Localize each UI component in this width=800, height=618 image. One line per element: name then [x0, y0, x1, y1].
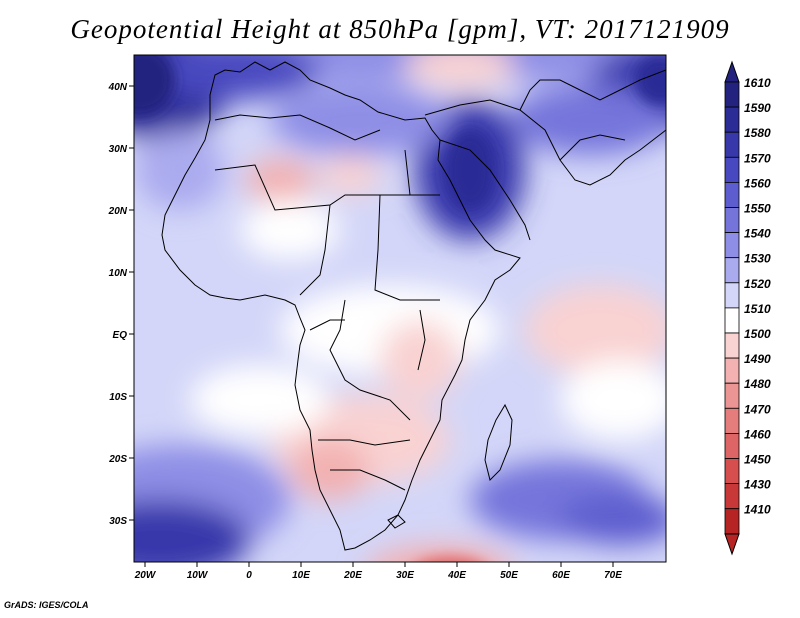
- lon-tick-label: 0: [246, 570, 252, 581]
- lon-tick-label: 10W: [187, 570, 209, 581]
- colorbar-label: 1510: [744, 302, 771, 316]
- colorbar-cell: [724, 257, 740, 284]
- lon-tick-label: 50E: [500, 570, 518, 581]
- colorbar-cell: [724, 81, 740, 108]
- colorbar-label: 1430: [744, 478, 771, 492]
- colorbar-cell: [724, 282, 740, 309]
- colorbar-cell: [724, 458, 740, 485]
- map-title: Geopotential Height at 850hPa [gpm], VT:…: [70, 14, 730, 44]
- colorbar-label: 1490: [744, 352, 771, 366]
- colorbar-cell: [724, 508, 740, 535]
- coastlines: [161, 61, 666, 551]
- credit-text: GrADS: IGES/COLA: [4, 600, 89, 610]
- colorbar-label: 1410: [744, 503, 771, 517]
- colorbar-cell: [724, 131, 740, 158]
- colorbar-label: 1520: [744, 277, 771, 291]
- colorbar-label: 1550: [744, 202, 771, 216]
- lon-tick-label: 10E: [292, 570, 310, 581]
- lat-tick-label: 20N: [108, 206, 128, 217]
- colorbar-label: 1610: [744, 76, 771, 90]
- lon-tick-label: 20E: [343, 570, 362, 581]
- lat-tick-label: 10N: [109, 268, 128, 279]
- lon-tick-label: 40E: [447, 570, 466, 581]
- colorbar-max-triangle: [724, 60, 740, 83]
- lon-tick-label: 20W: [134, 570, 157, 581]
- lon-tick-label: 30E: [396, 570, 414, 581]
- colorbar: 1610 1590 1580 1570 1560 1550 1540 1530 1520 1510…: [724, 60, 771, 556]
- colorbar-cell: [724, 156, 740, 183]
- lat-tick-label: 30N: [109, 144, 128, 155]
- colorbar-cell: [724, 181, 740, 208]
- colorbar-label: 1590: [744, 101, 771, 115]
- colorbar-cell: [724, 332, 740, 359]
- colorbar-cell: [724, 232, 740, 259]
- colorbar-label: 1460: [744, 427, 771, 441]
- colorbar-label: 1450: [744, 453, 771, 467]
- colorbar-cell: [724, 407, 740, 434]
- colorbar-cell: [724, 357, 740, 384]
- colorbar-label: 1540: [744, 227, 771, 241]
- colorbar-cell: [724, 483, 740, 510]
- colorbar-cell: [724, 382, 740, 409]
- colorbar-label: 1580: [744, 126, 771, 140]
- lat-tick-label: 10S: [109, 392, 127, 403]
- colorbar-label: 1480: [744, 377, 771, 391]
- colorbar-cell: [724, 307, 740, 334]
- lat-tick-label: 30S: [109, 516, 127, 527]
- colorbar-cell: [724, 432, 740, 459]
- colorbar-label: 1560: [744, 176, 771, 190]
- lat-tick-label: 20S: [108, 454, 127, 465]
- lon-tick-label: 60E: [552, 570, 570, 581]
- colorbar-label: 1570: [744, 151, 771, 165]
- colorbar-label: 1470: [744, 402, 771, 416]
- lat-tick-label: 40N: [108, 82, 128, 93]
- lat-tick-label: EQ: [113, 330, 128, 341]
- plot-frame: [133, 54, 667, 563]
- colorbar-cell: [724, 207, 740, 234]
- lon-tick-label: 70E: [604, 570, 622, 581]
- colorbar-min-triangle: [724, 533, 740, 556]
- axis-ticks: [129, 85, 614, 567]
- colorbar-cell: [724, 106, 740, 133]
- colorbar-label: 1500: [744, 327, 771, 341]
- height-field: [134, 55, 666, 562]
- colorbar-label: 1530: [744, 252, 771, 266]
